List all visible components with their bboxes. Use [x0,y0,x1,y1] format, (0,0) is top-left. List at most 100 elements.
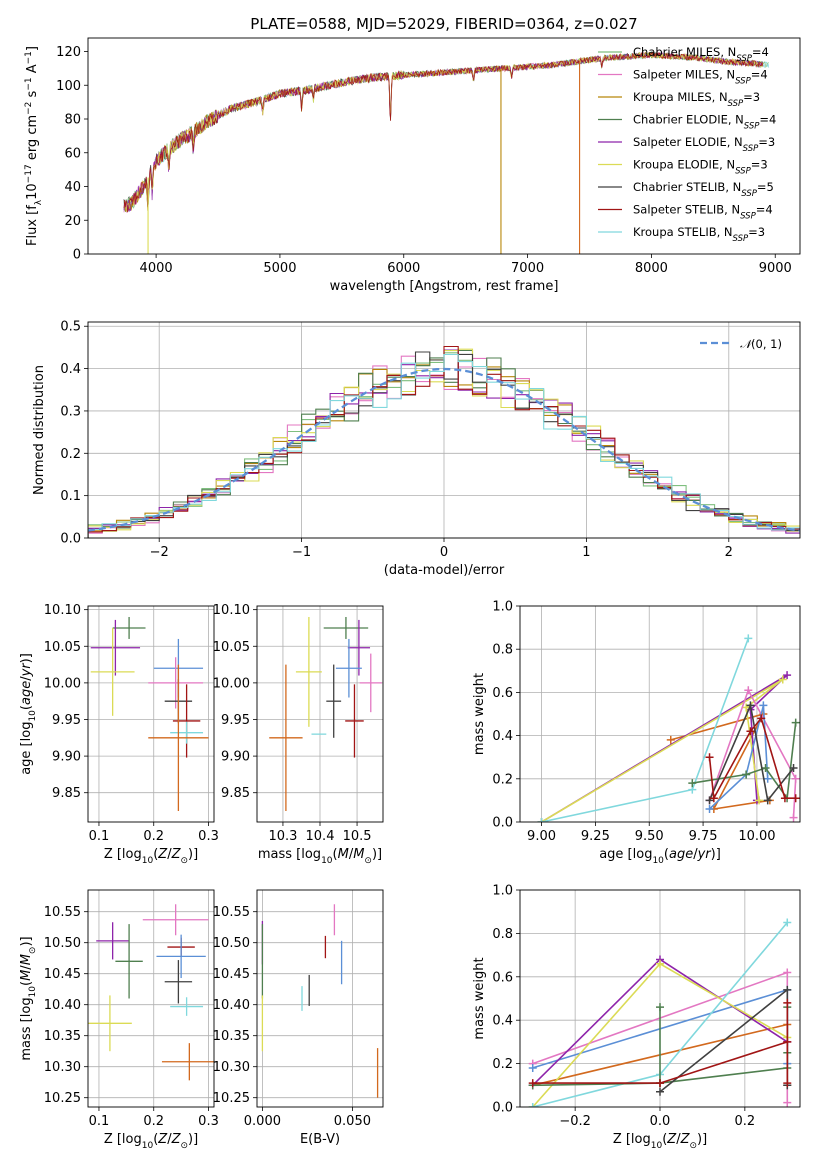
y-tick-label: 10.30 [44,1060,81,1075]
legend-entry: Kroupa STELIB, NSSP=3 [633,225,765,244]
label-part: / [349,847,354,862]
chart-age_vs_Z: 0.1 0.2 0.3 9.85 9.90 9.95 10.00 10.05 10.10 Z [l… [19,603,219,866]
label-part: Z [log [613,1132,651,1147]
x-axis-label: (data-model)/error [384,563,505,578]
y-tick-label: 0.2 [60,447,81,462]
label-part: Z [157,1132,168,1147]
label-part: ⊙ [180,1141,188,1151]
label-part: erg cm [25,115,40,164]
x-tick-label: 1 [582,545,590,560]
legend-entry: Salpeter STELIB, NSSP=4 [633,203,773,222]
weight-marker [528,1103,537,1107]
plot-frame [256,605,384,823]
label-part: 10 [142,856,154,866]
x-tick-label: 0.1 [89,1114,110,1129]
y-tick-label: 9.90 [221,750,250,765]
chart-weight_vs_Z: −0.2 0.0 0.20.00.20.40.60.81.0Z [log10(Z/Z… [472,884,801,1151]
x-tick-label: 4000 [140,261,173,276]
y-tick-label: 10.45 [213,967,250,982]
legend-label: 𝒩(0, 1) [740,337,782,351]
data-point [170,997,204,1016]
y-tick-label: 10.05 [44,640,81,655]
chart-age_vs_mass: 10.3 10.4 10.5 9.85 9.90 9.95 10.00 10.05 10.10 m… [213,603,384,866]
label-part: )] [19,936,34,946]
y-tick-label: 0.5 [60,320,81,335]
label-part: 10 [25,183,40,200]
label-part: −2 [24,102,34,115]
x-tick-label: 10.00 [738,829,775,844]
legend-label: Chabrier ELODIE, N [633,113,744,127]
label-part: 10 [652,856,664,866]
chart-mass_vs_Z: 0.1 0.2 0.3 10.25 10.30 10.35 10.40 10.45 10.50 1… [19,889,219,1151]
label-part: age [log [599,847,652,862]
label-part: / [167,1132,172,1147]
y-tick-label: 0.4 [492,729,513,744]
legend-label: Salpeter ELODIE, N [633,135,743,149]
x-axis-label: age [log10(age/yr)] [599,847,721,866]
x-tick-label: 2 [725,545,733,560]
label-part: 10 [142,1141,154,1151]
weight-marker [783,1037,792,1046]
label-part: )] [711,847,721,862]
label-part: wavelength [Angstrom, rest frame] [330,279,559,294]
plot-frame [87,37,801,255]
data-point [88,995,132,1052]
weight-marker [761,764,770,772]
x-tick-label: 6000 [387,261,420,276]
weight-marker [656,959,664,968]
y-tick-label: 1.0 [492,600,513,615]
plot-frame [87,605,215,823]
x-tick-label: 0.2 [143,829,164,844]
y-tick-label: 0.3 [60,404,81,419]
y-tick-label: 0.0 [60,532,81,547]
plot-frame [87,321,801,539]
label-part: 10 [321,856,333,866]
label-part: / [167,847,172,862]
weight-marker [537,818,546,822]
label-part: / [676,1132,681,1147]
weight-marker [791,718,800,727]
weight-marker [789,764,798,772]
y-tick-label: 9.95 [221,713,250,728]
weight-marker [789,813,798,822]
x-tick-label: 0.3 [198,1114,219,1129]
y-tick-label: 10.10 [44,603,81,618]
weight-marker [746,727,755,736]
y-tick-label: 9.85 [221,786,250,801]
weight-marker [656,1087,664,1096]
weight-series [692,722,797,801]
x-tick-label: −1 [292,545,311,560]
x-tick-label: −0.2 [559,1114,591,1129]
label-part: Z [666,1132,677,1147]
legend-label: Chabrier MILES, N [633,45,736,59]
label-part: E(B-V) [300,1132,340,1147]
legend-label: Chabrier STELIB, N [633,180,741,194]
y-tick-label: 40 [64,180,81,195]
weight-marker [709,794,718,803]
weight-marker [783,1098,792,1107]
plot-area [88,904,214,1081]
y-tick-label: 20 [64,214,81,229]
x-tick-label: 0.2 [143,1114,164,1129]
legend-value: =3 [748,225,765,239]
data-point [164,960,193,1004]
x-axis-label: Z [log10(Z/Z⊙)] [104,847,198,866]
legend-value: =3 [758,135,775,149]
label-part: )] [188,1132,198,1147]
data-point [90,619,141,676]
y-axis-label: mass [log10(M/M⊙)] [19,936,38,1060]
y-tick-label: 10.10 [213,603,250,618]
label-part: λ [34,199,44,205]
legend-subscript: SSP [733,234,749,244]
label-part: Flux [f [25,205,40,246]
data-point [345,684,364,758]
normal-curve [88,367,800,532]
weight-marker [656,1079,664,1088]
weight-marker [783,985,792,994]
legend-entry: Salpeter ELODIE, NSSP=3 [633,135,775,154]
y-tick-label: 100 [56,79,81,94]
y-tick-label: 10.30 [213,1060,250,1075]
weight-marker [780,794,789,803]
